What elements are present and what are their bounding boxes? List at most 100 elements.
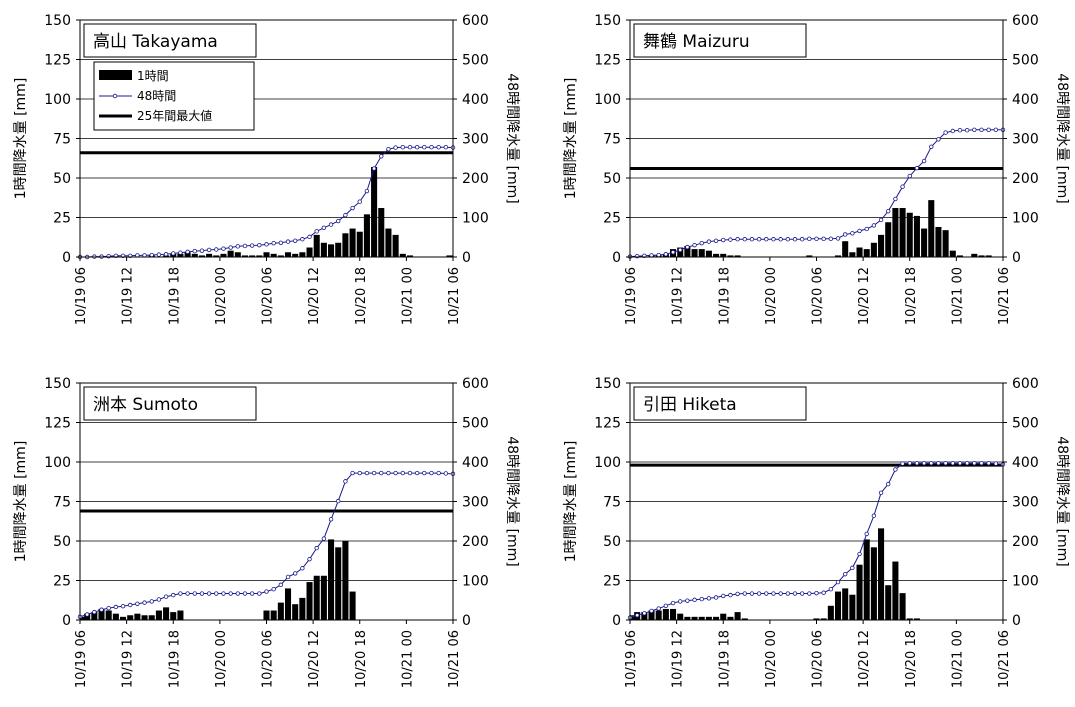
bar-1h — [655, 610, 662, 620]
bar-1h — [820, 618, 827, 620]
y-tick-label: 75 — [603, 495, 621, 511]
series-48h-point — [670, 250, 676, 255]
series-48h-point — [807, 236, 812, 242]
y-tick-label: 0 — [62, 250, 71, 266]
series-48h-point — [886, 481, 891, 487]
series-48h-point — [149, 599, 154, 604]
series-48h-point — [343, 479, 348, 484]
series-48h-point — [113, 604, 119, 610]
series-48h-point — [929, 144, 934, 149]
series-48h-point — [178, 591, 183, 596]
bar-1h — [127, 615, 134, 620]
x-tick-label: 10/20 06 — [261, 267, 276, 325]
series-48h-point — [336, 218, 341, 224]
series-48h-point — [328, 222, 334, 227]
series-48h-point — [907, 460, 912, 466]
bar-1h — [713, 616, 720, 620]
y-tick-label: 25 — [53, 574, 71, 590]
series-48h-point — [864, 531, 869, 537]
series-48h-point — [364, 188, 370, 194]
series-48h-point — [307, 234, 312, 240]
bar-1h — [684, 245, 691, 257]
series-48h-point — [128, 602, 133, 608]
series-48h-point — [685, 244, 690, 250]
series-48h-point — [914, 165, 920, 171]
series-48h-point — [828, 586, 834, 592]
series-48h-point — [171, 251, 176, 256]
series-48h-point — [678, 247, 683, 253]
bar-1h — [899, 208, 906, 257]
series-48h-point — [835, 236, 841, 241]
series-48h-point — [807, 591, 812, 596]
bar-1h — [170, 612, 177, 620]
bar-1h — [834, 255, 842, 257]
series-48h-point — [972, 460, 977, 466]
x-tick-label: 10/19 12 — [671, 630, 686, 688]
series-48h-point — [921, 158, 927, 164]
series-48h-point — [400, 470, 405, 476]
series-48h-point — [778, 237, 783, 242]
y-tick-label: 25 — [53, 211, 71, 227]
y2-axis-label: 48時間降水量 [mm] — [504, 73, 520, 203]
series-48h-point — [799, 237, 805, 242]
series-48h-point — [264, 242, 269, 247]
x-tick-label: 10/20 12 — [857, 267, 872, 325]
bar-1h — [741, 618, 748, 620]
bar-1h — [648, 610, 655, 620]
legend-marker-48h — [112, 93, 118, 99]
series-48h-point — [285, 574, 291, 580]
series-48h-point — [214, 591, 219, 596]
station-title-box — [633, 386, 807, 421]
x-tick-label: 10/19 18 — [167, 267, 182, 325]
x-tick-label: 10/20 06 — [811, 630, 826, 688]
y-tick-label: 100 — [44, 455, 71, 471]
x-tick-label: 10/21 06 — [447, 630, 462, 688]
bar-1h — [328, 244, 335, 257]
series-48h-point — [893, 467, 898, 472]
bar-1h — [849, 594, 856, 620]
series-48h-point — [692, 597, 697, 603]
series-48h-point — [443, 471, 449, 476]
bar-1h — [727, 255, 734, 257]
x-tick-label: 10/21 06 — [447, 267, 462, 325]
bar-1h — [834, 591, 842, 620]
x-tick-label: 10/21 00 — [400, 630, 415, 688]
y2-axis-label: 48時間降水量 [mm] — [1054, 436, 1070, 566]
bar-1h — [392, 234, 399, 257]
bar-1h — [105, 610, 112, 620]
series-48h-point — [979, 460, 984, 466]
bar-1h — [684, 616, 691, 620]
series-48h-point — [814, 590, 819, 596]
chart-panel-3: 0 25 50 75 100 125 150 0 100 200 300 400 500 600 10/19… — [13, 376, 520, 688]
bar-1h — [878, 528, 885, 620]
series-48h-point — [228, 245, 233, 250]
bar-1h — [856, 564, 863, 620]
series-48h-point — [850, 565, 855, 571]
series-48h-point — [771, 237, 776, 242]
x-tick-label: 10/19 06 — [74, 267, 89, 325]
series-48h-point — [407, 470, 413, 476]
series-48h-point — [221, 591, 226, 596]
x-tick-label: 10/19 12 — [121, 630, 136, 688]
series-48h-point — [656, 252, 661, 258]
series-48h-point — [699, 596, 704, 602]
series-48h-point — [986, 460, 991, 466]
bar-1h — [399, 253, 406, 257]
series-48h-point — [857, 551, 862, 557]
bar-1h — [921, 228, 928, 257]
series-48h-point — [742, 591, 747, 596]
bar-1h — [335, 242, 342, 257]
bar-1h — [141, 615, 148, 620]
series-48h-point — [900, 461, 905, 466]
bar-1h — [842, 588, 849, 620]
series-48h-point — [278, 582, 284, 588]
series-48h-point — [929, 460, 934, 466]
x-tick-label: 10/21 00 — [400, 267, 415, 325]
y-tick-label: 125 — [594, 53, 621, 69]
bar-1h — [163, 607, 170, 620]
bar-1h — [220, 253, 227, 257]
bar-1h — [863, 539, 870, 620]
bar-1h — [306, 582, 313, 620]
x-tick-label: 10/21 00 — [950, 630, 965, 688]
series-48h-point — [249, 243, 255, 248]
